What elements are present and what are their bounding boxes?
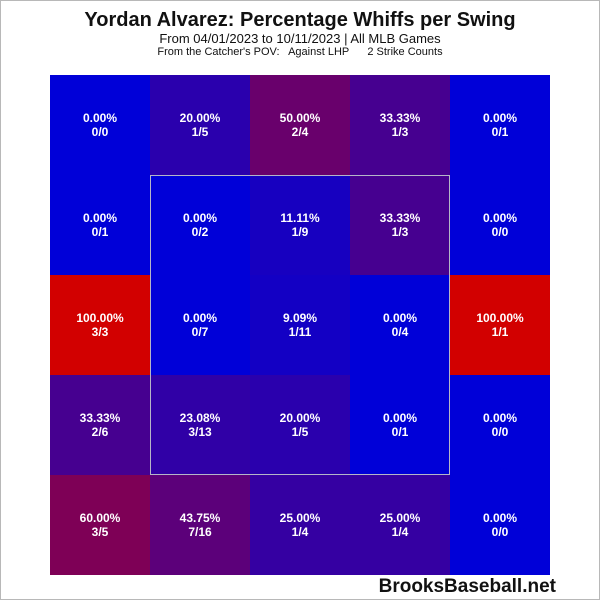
cell-count: 3/3	[91, 325, 109, 339]
heatmap-cell: 33.33% 1/3	[350, 75, 450, 175]
cell-percentage: 33.33%	[79, 411, 121, 425]
cell-count: 1/4	[391, 525, 409, 539]
heatmap-cell: 0.00% 0/0	[450, 475, 550, 575]
cell-count: 3/5	[91, 525, 109, 539]
cell-percentage: 0.00%	[382, 311, 418, 325]
cell-percentage: 0.00%	[482, 111, 518, 125]
cell-count: 1/5	[191, 125, 209, 139]
heatmap-cell: 0.00% 0/0	[50, 75, 150, 175]
heatmap-cell: 20.00% 1/5	[150, 75, 250, 175]
cell-count: 0/2	[191, 225, 209, 239]
cell-count: 1/9	[291, 225, 309, 239]
cell-percentage: 50.00%	[279, 111, 321, 125]
heatmap-cell: 23.08% 3/13	[150, 375, 250, 475]
heatmap-cell: 9.09% 1/11	[250, 275, 350, 375]
heatmap-cell: 0.00% 0/7	[150, 275, 250, 375]
cell-count: 2/6	[91, 425, 109, 439]
heatmap-cell: 0.00% 0/0	[450, 175, 550, 275]
cell-percentage: 25.00%	[279, 511, 321, 525]
heatmap-cell: 0.00% 0/1	[350, 375, 450, 475]
chart-context: From the Catcher's POV: Against LHP 2 St…	[157, 46, 443, 58]
cell-count: 0/1	[391, 425, 409, 439]
heatmap-cell: 0.00% 0/1	[450, 75, 550, 175]
cell-percentage: 0.00%	[482, 511, 518, 525]
heatmap-cell: 0.00% 0/4	[350, 275, 450, 375]
heatmap-cell: 100.00% 3/3	[50, 275, 150, 375]
cell-count: 7/16	[188, 525, 212, 539]
cell-count: 0/0	[491, 225, 509, 239]
chart-title: Yordan Alvarez: Percentage Whiffs per Sw…	[84, 9, 516, 31]
cell-count: 0/0	[91, 125, 109, 139]
cell-percentage: 43.75%	[179, 511, 221, 525]
heatmap-cell: 60.00% 3/5	[50, 475, 150, 575]
cell-count: 1/3	[391, 225, 409, 239]
cell-count: 0/1	[91, 225, 109, 239]
cell-count: 0/0	[491, 525, 509, 539]
watermark: BrooksBaseball.net	[378, 576, 556, 597]
cell-percentage: 0.00%	[82, 211, 118, 225]
cell-percentage: 0.00%	[482, 411, 518, 425]
cell-percentage: 0.00%	[82, 111, 118, 125]
cell-percentage: 20.00%	[279, 411, 321, 425]
cell-count: 1/5	[291, 425, 309, 439]
cell-percentage: 100.00%	[76, 311, 124, 325]
cell-percentage: 33.33%	[379, 111, 421, 125]
cell-percentage: 20.00%	[179, 111, 221, 125]
cell-percentage: 25.00%	[379, 511, 421, 525]
cell-count: 3/13	[188, 425, 212, 439]
cell-count: 0/1	[491, 125, 509, 139]
heatmap-cell: 43.75% 7/16	[150, 475, 250, 575]
cell-percentage: 9.09%	[282, 311, 318, 325]
cell-count: 1/4	[291, 525, 309, 539]
cell-percentage: 100.00%	[476, 311, 524, 325]
cell-count: 2/4	[291, 125, 309, 139]
heatmap-cell: 11.11% 1/9	[250, 175, 350, 275]
heatmap-cell: 0.00% 0/1	[50, 175, 150, 275]
cell-percentage: 60.00%	[79, 511, 121, 525]
cell-percentage: 33.33%	[379, 211, 421, 225]
cell-percentage: 11.11%	[280, 211, 320, 225]
cell-percentage: 23.08%	[179, 411, 221, 425]
heatmap-cell: 33.33% 1/3	[350, 175, 450, 275]
cell-percentage: 0.00%	[182, 311, 218, 325]
heatmap-cell: 25.00% 1/4	[250, 475, 350, 575]
chart-subtitle: From 04/01/2023 to 10/11/2023 | All MLB …	[159, 31, 441, 46]
heatmap-cell: 100.00% 1/1	[450, 275, 550, 375]
cell-count: 1/3	[391, 125, 409, 139]
heatmap-cell: 0.00% 0/2	[150, 175, 250, 275]
heatmap-cell: 33.33% 2/6	[50, 375, 150, 475]
heatmap-cell: 20.00% 1/5	[250, 375, 350, 475]
cell-count: 0/4	[391, 325, 409, 339]
cell-count: 0/7	[191, 325, 209, 339]
cell-percentage: 0.00%	[182, 211, 218, 225]
cell-count: 1/11	[288, 325, 312, 339]
cell-count: 1/1	[491, 325, 509, 339]
heatmap-grid: 0.00% 0/0 20.00% 1/5 50.00% 2/4 33.33% 1/3 0.00%…	[50, 75, 550, 575]
heatmap-cell: 50.00% 2/4	[250, 75, 350, 175]
cell-count: 0/0	[491, 425, 509, 439]
heatmap-cell: 25.00% 1/4	[350, 475, 450, 575]
cell-percentage: 0.00%	[382, 411, 418, 425]
heatmap-cell: 0.00% 0/0	[450, 375, 550, 475]
cell-percentage: 0.00%	[482, 211, 518, 225]
